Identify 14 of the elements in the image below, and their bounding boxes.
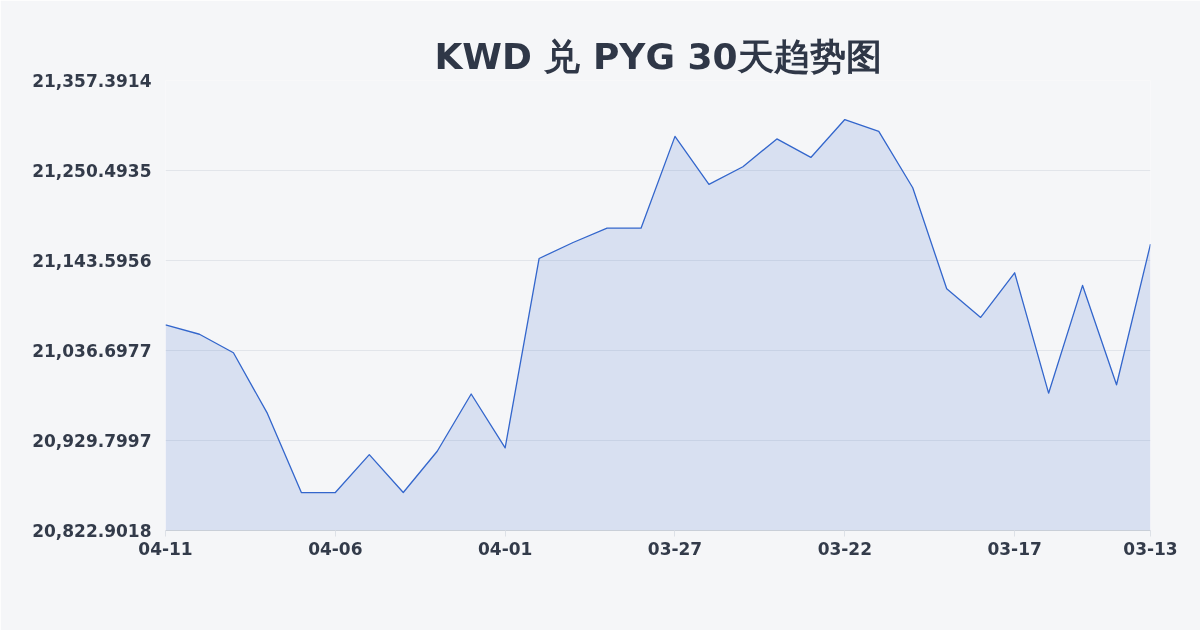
y-tick-label: 21,357.3914 <box>32 71 152 91</box>
y-tick-label: 21,036.6977 <box>32 341 152 361</box>
x-tick-label: 04-01 <box>477 538 533 559</box>
chart-title: KWD 兑 PYG 30天趋势图 <box>434 35 882 77</box>
x-tick-label: 04-06 <box>308 538 363 559</box>
y-tick-label: 21,250.4935 <box>32 161 152 181</box>
x-tick-label: 03-27 <box>647 538 703 559</box>
x-tick-label: 03-13 <box>1123 538 1178 559</box>
x-tick-label: 04-11 <box>138 538 193 559</box>
y-tick-label: 21,143.5956 <box>32 251 152 271</box>
x-tick-label: 03-17 <box>987 538 1042 559</box>
y-tick-label: 20,929.7997 <box>32 431 152 451</box>
x-tick-label: 03-22 <box>817 538 872 559</box>
y-tick-label: 20,822.9018 <box>32 521 152 541</box>
